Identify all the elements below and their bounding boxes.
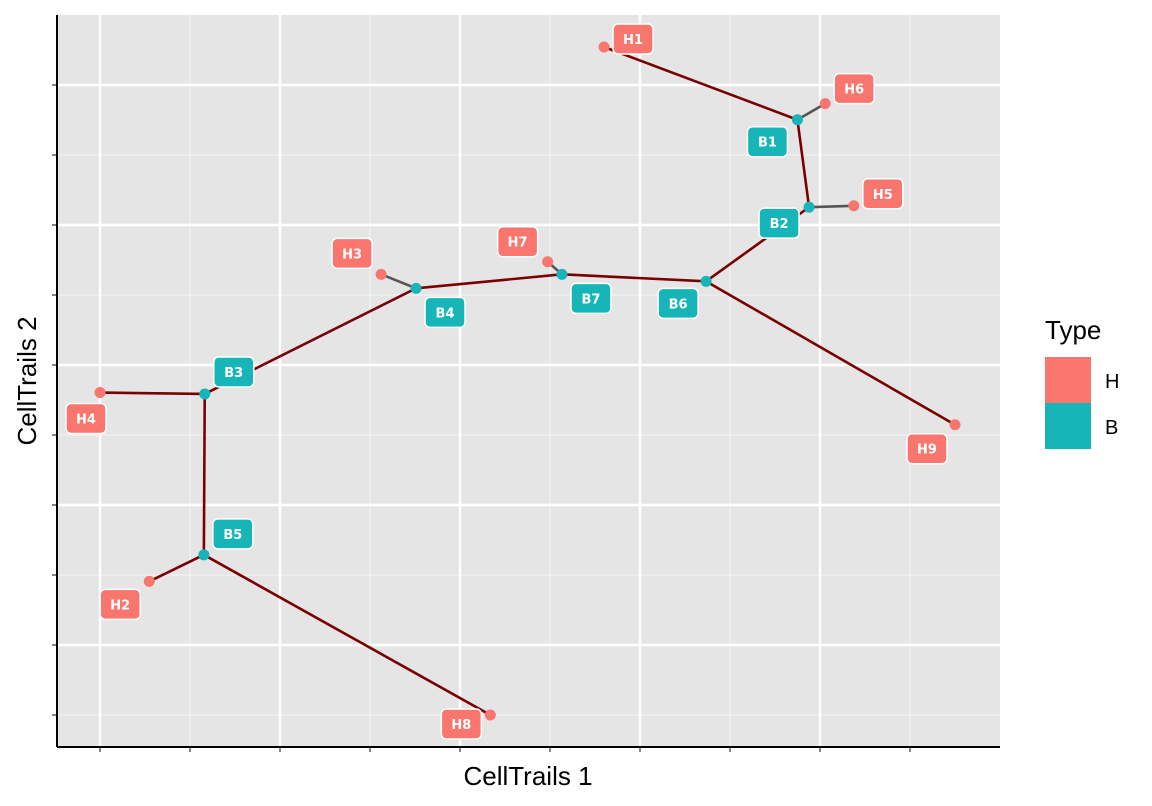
label-text: H9 (917, 443, 937, 458)
label-text: H2 (110, 598, 130, 613)
point-H3 (375, 268, 387, 280)
point-H4 (94, 387, 106, 399)
point-B3 (199, 388, 211, 400)
label-box (212, 356, 255, 388)
legend: Type H B (1045, 315, 1119, 449)
point-H5 (848, 200, 860, 212)
label-H3: H3 (331, 237, 373, 270)
edge-H3-B4 (379, 273, 418, 290)
label-box (758, 207, 800, 239)
edge-B7-B4 (414, 273, 564, 290)
label-H7: H7 (496, 225, 539, 258)
label-H4: H4 (65, 402, 107, 435)
edge-H2-B5 (147, 553, 206, 583)
label-box (746, 125, 789, 158)
label-H8: H8 (440, 708, 483, 740)
label-B4: B4 (424, 296, 466, 329)
point-H8 (484, 709, 496, 721)
label-text: H7 (508, 236, 528, 251)
edge-B3-B5 (202, 392, 207, 557)
label-box (570, 282, 612, 315)
point-B4 (410, 282, 422, 294)
point-H9 (949, 419, 961, 431)
legend-label-H: H (1105, 371, 1119, 393)
x-axis-title: CellTrails 1 (463, 761, 592, 791)
point-H2 (143, 575, 155, 587)
point-B1 (791, 114, 803, 126)
point-B6 (700, 275, 712, 287)
label-box (331, 237, 373, 270)
label-box (612, 23, 654, 55)
label-box (906, 432, 948, 465)
edge-H4-B3 (98, 391, 207, 396)
label-B5: B5 (212, 518, 254, 550)
label-H9: H9 (906, 432, 948, 465)
label-H5: H5 (862, 178, 904, 210)
label-B7: B7 (570, 282, 612, 315)
legend-title: Type (1045, 315, 1101, 345)
label-H1: H1 (612, 23, 654, 55)
label-text: H5 (873, 188, 893, 203)
label-box (424, 296, 466, 329)
label-text: B2 (770, 217, 789, 232)
label-box (99, 588, 141, 621)
legend-key-B (1045, 403, 1091, 449)
label-text: H8 (451, 718, 471, 733)
legend-key-H (1045, 357, 1091, 403)
label-B2: B2 (758, 207, 800, 239)
label-text: H3 (342, 247, 362, 262)
label-text: H6 (844, 83, 864, 98)
point-H7 (542, 256, 554, 268)
label-text: H1 (623, 33, 643, 48)
label-text: B3 (224, 366, 243, 381)
label-box (65, 402, 107, 435)
edge-H5-B2 (807, 204, 856, 209)
point-B2 (803, 201, 815, 213)
edge-H1-B1 (602, 45, 799, 122)
label-box (212, 518, 254, 550)
label-B1: B1 (746, 125, 789, 158)
y-axis-title: CellTrails 2 (12, 316, 42, 445)
edge-B6-B7 (560, 273, 708, 283)
label-text: B7 (581, 292, 600, 307)
point-B5 (198, 549, 210, 561)
point-H6 (819, 98, 831, 110)
data-labels: H1 H6 B1 H5 B2 H7 B7 B6 H3 B4 B3 H4 H9 B5 H2 H8 (65, 23, 948, 740)
label-H6: H6 (833, 72, 875, 105)
data-points (94, 41, 961, 721)
point-B7 (556, 268, 568, 280)
label-text: B1 (758, 136, 777, 151)
grid (52, 15, 1000, 752)
edge-B5-H8 (202, 553, 492, 717)
label-box (657, 287, 699, 320)
point-H1 (598, 41, 610, 53)
plot-panel (57, 15, 1000, 747)
label-text: H4 (76, 413, 96, 428)
label-B6: B6 (657, 287, 699, 320)
label-box (833, 72, 875, 105)
edge-B6-H9 (704, 280, 957, 427)
label-text: B6 (669, 297, 688, 312)
label-box (862, 178, 904, 210)
edge-B1-B2 (796, 118, 811, 209)
label-box (440, 708, 483, 740)
label-box (496, 225, 539, 258)
label-H2: H2 (99, 588, 141, 621)
label-text: B4 (436, 306, 455, 321)
label-B3: B3 (212, 356, 255, 388)
legend-label-B: B (1105, 417, 1118, 439)
label-text: B5 (223, 528, 242, 543)
